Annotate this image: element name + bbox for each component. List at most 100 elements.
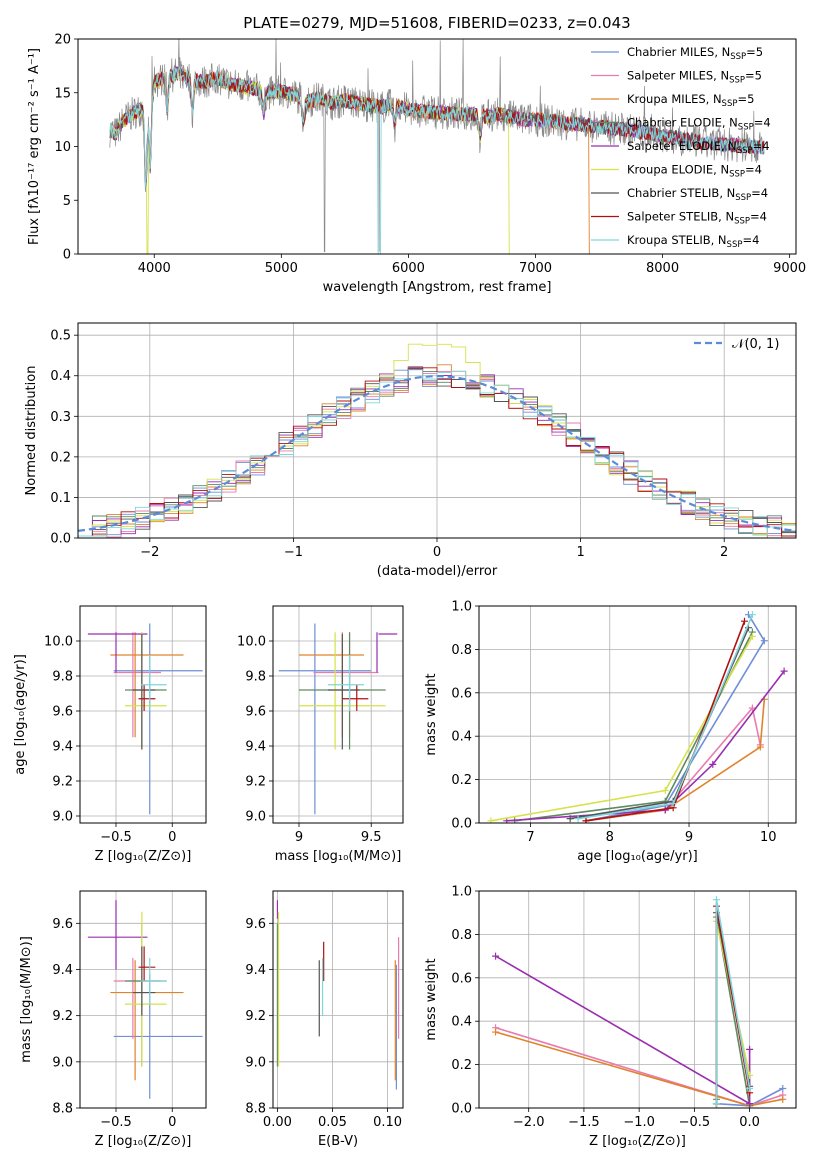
residuals-xtick-label-2: 0 xyxy=(433,545,441,560)
age_vs_Z-point-salpeter-elodie xyxy=(87,632,148,673)
spectrum-legend: Chabrier MILES, NSSP=5 Salpeter MILES, NS… xyxy=(591,45,771,250)
age_vs_mass-point-salpeter-elodie xyxy=(376,632,398,673)
weight_vs_age-xtick-label-3: 10 xyxy=(760,830,777,845)
weight_vs_Z-ytick-label-5: 1.0 xyxy=(451,885,472,900)
age_vs_Z-ytick-label-2: 9.4 xyxy=(52,740,73,755)
age_vs_Z-point-kroupa-elodie xyxy=(125,632,167,750)
spectrum-xtick-label-0: 4000 xyxy=(138,261,171,276)
age_vs_mass-xtick-label-1: 9.5 xyxy=(361,830,382,845)
residuals-ytick-label-1: 0.1 xyxy=(50,491,71,506)
figure-title: PLATE=0279, MJD=51608, FIBERID=0233, z=0… xyxy=(243,14,630,32)
weight_vs_Z-plot-area xyxy=(492,896,787,1108)
mass_vs_Z-xlabel: Z [log₁₀(Z/Z⊙)] xyxy=(95,1134,192,1149)
legend-entry-chabrier-miles: Chabrier MILES, NSSP=5 xyxy=(627,45,763,62)
spectrum-model-line-kroupa-stelib xyxy=(109,66,765,254)
weight_vs_Z-xtick-label-1: −1.5 xyxy=(568,1115,600,1130)
weight_vs_Z-xlabel: Z [log₁₀(Z/Z⊙)] xyxy=(589,1134,686,1149)
mass_vs_ebv-plot-area xyxy=(276,900,400,1090)
weight_vs_age-axes: 7 8 9 10 0.0 0.2 0.4 0.6 0.8 1.0 age [log₁₀(age/yr… xyxy=(424,600,797,864)
spectrum-plot-area xyxy=(109,39,765,254)
weight_vs_age-xtick-label-1: 8 xyxy=(606,830,614,845)
spectrum-ytick-label-1: 5 xyxy=(63,194,71,209)
mass_vs_Z-xtick-label-0: −0.5 xyxy=(100,1115,132,1130)
age_vs_Z-xlabel: Z [log₁₀(Z/Z⊙)] xyxy=(95,849,192,864)
age_vs_Z-ytick-label-4: 9.8 xyxy=(52,670,73,685)
mass_vs_Z-point-salpeter-stelib xyxy=(138,946,156,982)
spectrum-ytick-label-0: 0 xyxy=(63,248,71,263)
weight_vs_age-series-kroupa-miles xyxy=(582,695,768,823)
age_vs_mass-ytick-label-1: 9.2 xyxy=(245,775,266,790)
mass_vs_ebv-ytick-label-3: 9.4 xyxy=(245,963,266,978)
weight_vs_Z-xtick-label-4: 0.0 xyxy=(739,1115,760,1130)
age_vs_Z-ytick-label-3: 9.6 xyxy=(52,705,73,720)
age_vs_mass-ytick-label-3: 9.6 xyxy=(245,705,266,720)
weight_vs_age-series-kroupa-elodie xyxy=(487,632,756,823)
weight_vs_age-xtick-label-0: 7 xyxy=(526,830,534,845)
age_vs_mass-ytick-label-2: 9.4 xyxy=(245,740,266,755)
age_vs_mass-axes: 9 9.5 9.0 9.2 9.4 9.6 9.8 10.0 mass [log₁₀(M/M⊙)… xyxy=(237,605,404,864)
mass_vs_Z-axes: −0.5 0 8.8 9.0 9.2 9.4 9.6 Z [log₁₀(Z/Z⊙)] mass … xyxy=(19,890,207,1149)
legend-entry-kroupa-miles: Kroupa MILES, NSSP=5 xyxy=(627,92,754,109)
weight_vs_Z-ytick-label-0: 0.0 xyxy=(451,1102,472,1117)
residuals-ytick-label-0: 0.0 xyxy=(50,532,71,547)
residuals-xlabel: (data-model)/error xyxy=(377,564,498,579)
spectrum-xtick-label-4: 8000 xyxy=(646,261,679,276)
mass_vs_Z-ytick-label-3: 9.4 xyxy=(52,963,73,978)
residuals-ytick-label-5: 0.5 xyxy=(50,329,71,344)
weight_vs_age-plot-area xyxy=(487,611,788,823)
weight_vs_Z-xtick-label-3: −0.5 xyxy=(679,1115,711,1130)
weight_vs_Z-ytick-label-4: 0.8 xyxy=(451,928,472,943)
weight_vs_age-ytick-label-4: 0.8 xyxy=(451,643,472,658)
weight_vs_Z-frame xyxy=(478,890,797,1109)
gaussian-reference-line xyxy=(78,375,794,532)
age_vs_Z-point-chabrier-elodie xyxy=(125,632,167,750)
residuals-axes: −2 −1 0 1 2 0.0 0.1 0.2 0.3 0.4 0.5 (data-model)/er… xyxy=(24,322,797,579)
spectrum-ylabel: Flux [fλ10⁻¹⁷ erg cm⁻² s⁻¹ A⁻¹] xyxy=(27,48,42,245)
age_vs_mass-point-chabrier-stelib xyxy=(327,634,360,750)
residuals-frame xyxy=(77,322,797,539)
weight_vs_Z-ylabel: mass weight xyxy=(424,958,439,1040)
spectrum-xtick-label-1: 5000 xyxy=(265,261,298,276)
residuals-xtick-label-3: 1 xyxy=(576,545,584,560)
weight_vs_age-series-salpeter-elodie xyxy=(503,667,788,823)
legend-entry-salpeter-miles: Salpeter MILES, NSSP=5 xyxy=(627,69,762,86)
spectrum-xtick-label-5: 9000 xyxy=(773,261,806,276)
age_vs_mass-xlabel: mass [log₁₀(M/M⊙)] xyxy=(275,849,402,864)
age_vs_Z-point-kroupa-miles xyxy=(110,632,184,738)
age_vs_mass-ytick-label-5: 10.0 xyxy=(237,635,266,650)
age_vs_Z-point-chabrier-miles xyxy=(113,623,203,815)
mass_vs_Z-point-salpeter-elodie xyxy=(87,900,148,970)
age_vs_Z-point-salpeter-stelib xyxy=(138,684,156,711)
weight_vs_age-series-kroupa-stelib xyxy=(574,611,756,823)
weight_vs_Z-series-salpeter-elodie xyxy=(492,952,754,1108)
spectrum-xtick-label-3: 7000 xyxy=(519,261,552,276)
weight_vs_age-ytick-label-1: 0.2 xyxy=(451,773,472,788)
mass_vs_ebv-ytick-label-0: 8.8 xyxy=(245,1102,266,1117)
mass_vs_Z-frame xyxy=(79,890,207,1109)
legend-entry-salpeter-stelib: Salpeter STELIB, NSSP=4 xyxy=(627,210,767,227)
weight_vs_Z-ytick-label-1: 0.2 xyxy=(451,1058,472,1073)
mass_vs_ebv-ytick-label-1: 9.0 xyxy=(245,1055,266,1070)
weight_vs_age-xtick-label-2: 9 xyxy=(685,830,693,845)
legend-entry-kroupa-stelib: Kroupa STELIB, NSSP=4 xyxy=(627,233,759,250)
weight_vs_age-ytick-label-0: 0.0 xyxy=(451,817,472,832)
age_vs_Z-ytick-label-1: 9.2 xyxy=(52,775,73,790)
legend-entry-kroupa-elodie: Kroupa ELODIE, NSSP=4 xyxy=(627,163,762,180)
mass_vs_ebv-frame xyxy=(272,890,404,1109)
age_vs_Z-frame xyxy=(79,605,207,824)
mass_vs_ebv-xlabel: E(B-V) xyxy=(318,1134,358,1149)
legend-entry-chabrier-stelib: Chabrier STELIB, NSSP=4 xyxy=(627,186,768,203)
mass_vs_ebv-xtick-label-0: 0.00 xyxy=(263,1115,292,1130)
mass_vs_ebv-xtick-label-2: 0.10 xyxy=(373,1115,402,1130)
spectrum-ytick-label-3: 15 xyxy=(54,86,71,101)
residuals-xtick-label-4: 2 xyxy=(720,545,728,560)
age_vs_mass-point-chabrier-miles xyxy=(278,623,372,815)
age_vs_Z-xtick-label-0: −0.5 xyxy=(100,830,132,845)
mass_vs_Z-ytick-label-2: 9.2 xyxy=(52,1009,73,1024)
age_vs_Z-plot-area xyxy=(87,623,203,815)
age_vs_Z-ylabel: age [log₁₀(age/yr)] xyxy=(13,654,28,775)
residual-hist-kroupa-stelib xyxy=(78,369,796,537)
weight_vs_age-ytick-label-5: 1.0 xyxy=(451,600,472,615)
mass_vs_Z-ytick-label-0: 8.8 xyxy=(52,1102,73,1117)
residuals-plot-area xyxy=(78,343,796,538)
